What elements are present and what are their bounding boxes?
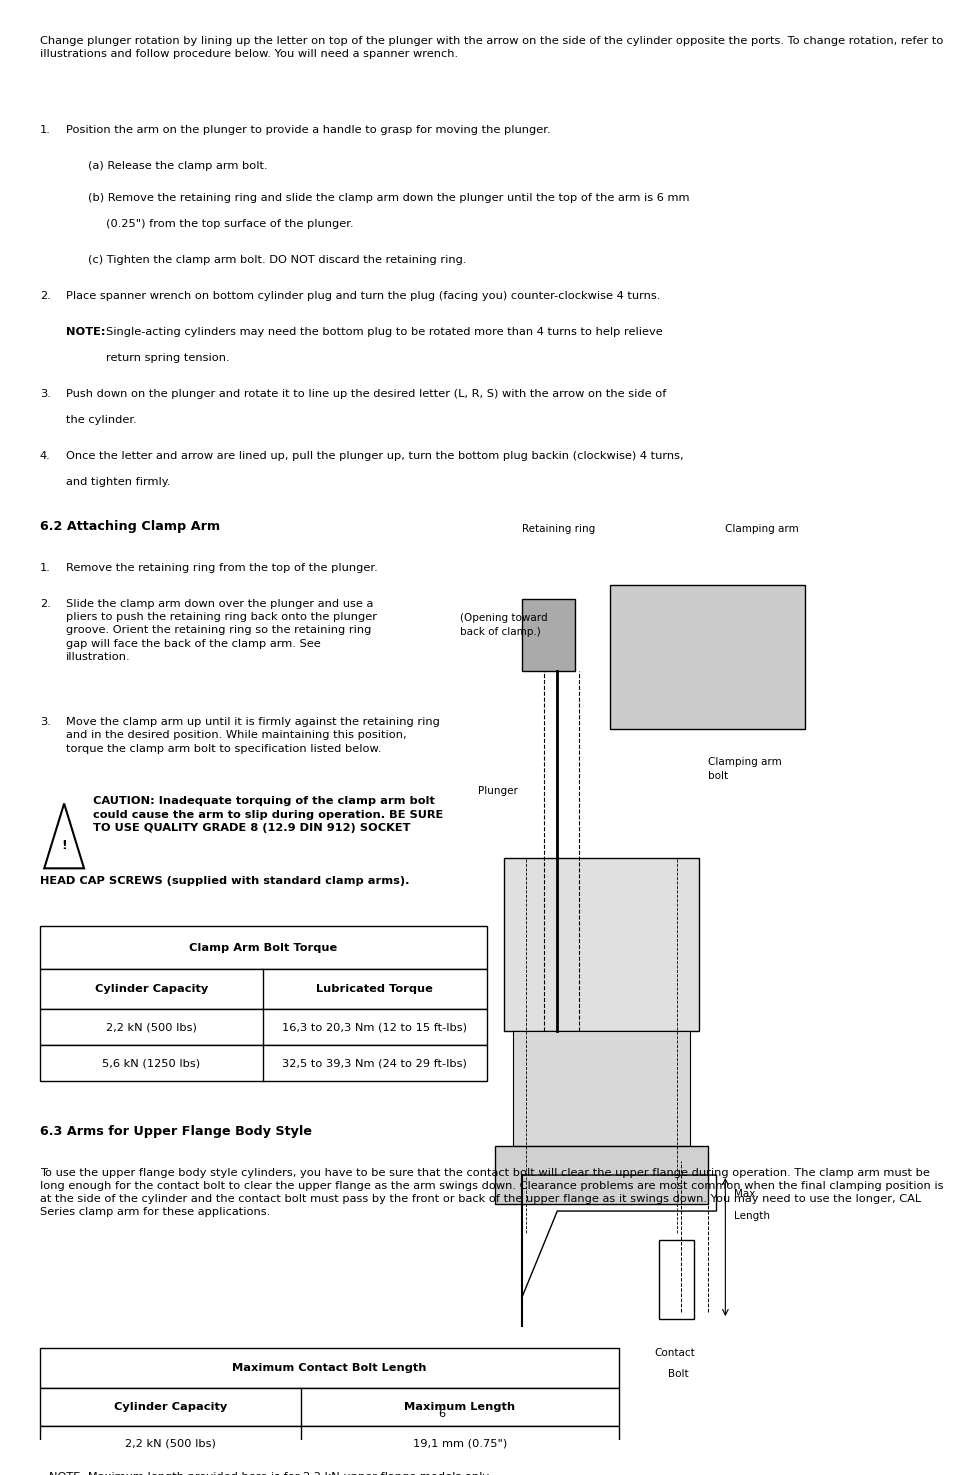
Text: 4.: 4. bbox=[40, 451, 51, 460]
Bar bbox=[40, 1462, 618, 1475]
Text: Maximum Contact Bolt Length: Maximum Contact Bolt Length bbox=[232, 1363, 426, 1373]
Bar bbox=[610, 584, 804, 729]
Bar bbox=[40, 969, 486, 1009]
Text: 3.: 3. bbox=[40, 389, 51, 398]
Text: return spring tension.: return spring tension. bbox=[106, 353, 230, 363]
Bar bbox=[513, 1031, 689, 1146]
Text: 6: 6 bbox=[438, 1409, 445, 1419]
Text: 6.3 Arms for Upper Flange Body Style: 6.3 Arms for Upper Flange Body Style bbox=[40, 1124, 312, 1137]
Text: Cylinder Capacity: Cylinder Capacity bbox=[94, 984, 208, 994]
Text: Slide the clamp arm down over the plunger and use a
pliers to push the retaining: Slide the clamp arm down over the plunge… bbox=[67, 599, 377, 662]
Text: (b) Remove the retaining ring and slide the clamp arm down the plunger until the: (b) Remove the retaining ring and slide … bbox=[89, 193, 689, 204]
Text: 1.: 1. bbox=[40, 125, 51, 136]
Text: Clamping arm: Clamping arm bbox=[724, 524, 799, 534]
Text: 1.: 1. bbox=[40, 563, 51, 574]
Text: (0.25") from the top surface of the plunger.: (0.25") from the top surface of the plun… bbox=[106, 218, 354, 229]
Text: Place spanner wrench on bottom cylinder plug and turn the plug (facing you) coun: Place spanner wrench on bottom cylinder … bbox=[67, 291, 660, 301]
Text: Single-acting cylinders may need the bottom plug to be rotated more than 4 turns: Single-acting cylinders may need the bot… bbox=[106, 327, 662, 336]
Text: 19,1 mm (0.75"): 19,1 mm (0.75") bbox=[413, 1438, 506, 1448]
Text: Bolt: Bolt bbox=[667, 1369, 688, 1379]
Text: Length: Length bbox=[734, 1211, 769, 1221]
Text: !: ! bbox=[61, 839, 67, 853]
Bar bbox=[504, 858, 699, 1031]
Text: 2.: 2. bbox=[40, 599, 51, 609]
Bar bbox=[40, 1348, 618, 1388]
Text: Cylinder Capacity: Cylinder Capacity bbox=[113, 1401, 227, 1412]
Text: To use the upper flange body style cylinders, you have to be sure that the conta: To use the upper flange body style cylin… bbox=[40, 1168, 943, 1217]
Text: the cylinder.: the cylinder. bbox=[67, 414, 137, 425]
Text: CAUTION: Inadequate torquing of the clamp arm bolt
could cause the arm to slip d: CAUTION: Inadequate torquing of the clam… bbox=[92, 796, 442, 833]
Text: Change plunger rotation by lining up the letter on top of the plunger with the a: Change plunger rotation by lining up the… bbox=[40, 35, 943, 59]
Text: (c) Tighten the clamp arm bolt. DO NOT discard the retaining ring.: (c) Tighten the clamp arm bolt. DO NOT d… bbox=[89, 255, 466, 266]
Bar bbox=[40, 1009, 486, 1046]
Text: Once the letter and arrow are lined up, pull the plunger up, turn the bottom plu: Once the letter and arrow are lined up, … bbox=[67, 451, 683, 460]
Bar bbox=[40, 1426, 618, 1462]
Text: NOTE: Maximum length provided here is for 2,2 kN upper flange models only.: NOTE: Maximum length provided here is fo… bbox=[49, 1472, 490, 1475]
Text: and tighten firmly.: and tighten firmly. bbox=[67, 476, 171, 487]
Bar bbox=[495, 1146, 707, 1204]
Bar bbox=[659, 1240, 694, 1319]
Bar bbox=[40, 1046, 486, 1081]
Text: 6.2 Attaching Clamp Arm: 6.2 Attaching Clamp Arm bbox=[40, 519, 220, 532]
Text: Push down on the plunger and rotate it to line up the desired letter (L, R, S) w: Push down on the plunger and rotate it t… bbox=[67, 389, 666, 398]
Text: Move the clamp arm up until it is firmly against the retaining ring
and in the d: Move the clamp arm up until it is firmly… bbox=[67, 717, 439, 754]
Text: 3.: 3. bbox=[40, 717, 51, 727]
Text: Clamping arm
bolt: Clamping arm bolt bbox=[707, 758, 781, 780]
Text: Position the arm on the plunger to provide a handle to grasp for moving the plun: Position the arm on the plunger to provi… bbox=[67, 125, 551, 136]
Text: Retaining ring: Retaining ring bbox=[521, 524, 595, 534]
Text: Contact: Contact bbox=[654, 1348, 695, 1358]
Text: (Opening toward
back of clamp.): (Opening toward back of clamp.) bbox=[459, 614, 547, 637]
Text: 2,2 kN (500 lbs): 2,2 kN (500 lbs) bbox=[106, 1022, 196, 1032]
Text: Lubricated Torque: Lubricated Torque bbox=[316, 984, 433, 994]
Text: 16,3 to 20,3 Nm (12 to 15 ft-lbs): 16,3 to 20,3 Nm (12 to 15 ft-lbs) bbox=[282, 1022, 467, 1032]
Text: NOTE:: NOTE: bbox=[67, 327, 106, 336]
Text: 2,2 kN (500 lbs): 2,2 kN (500 lbs) bbox=[125, 1438, 215, 1448]
Text: Maximum Length: Maximum Length bbox=[404, 1401, 515, 1412]
Text: 5,6 kN (1250 lbs): 5,6 kN (1250 lbs) bbox=[102, 1059, 200, 1068]
Text: 2.: 2. bbox=[40, 291, 51, 301]
Bar bbox=[521, 599, 575, 671]
Text: (a) Release the clamp arm bolt.: (a) Release the clamp arm bolt. bbox=[89, 161, 268, 171]
Text: HEAD CAP SCREWS (supplied with standard clamp arms).: HEAD CAP SCREWS (supplied with standard … bbox=[40, 876, 409, 885]
Bar bbox=[40, 1388, 618, 1426]
Text: 32,5 to 39,3 Nm (24 to 29 ft-lbs): 32,5 to 39,3 Nm (24 to 29 ft-lbs) bbox=[282, 1059, 467, 1068]
Text: Plunger: Plunger bbox=[477, 786, 517, 797]
Bar bbox=[40, 926, 486, 969]
Text: Remove the retaining ring from the top of the plunger.: Remove the retaining ring from the top o… bbox=[67, 563, 377, 574]
Text: Max.: Max. bbox=[734, 1189, 759, 1199]
Text: Clamp Arm Bolt Torque: Clamp Arm Bolt Torque bbox=[189, 943, 337, 953]
